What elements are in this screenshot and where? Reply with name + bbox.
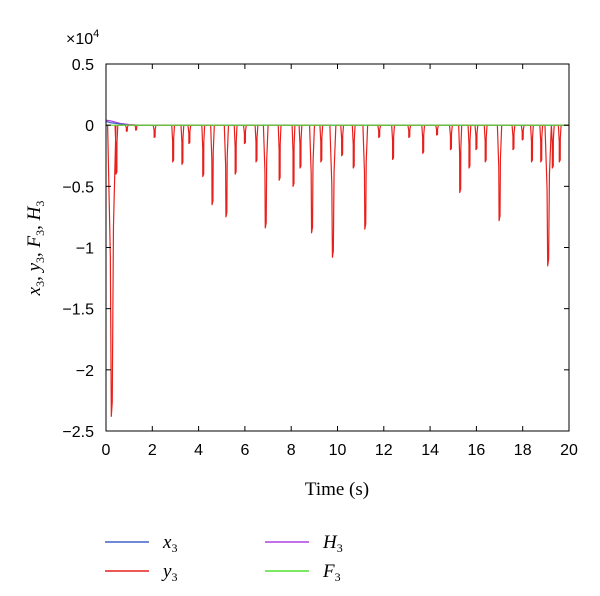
legend-label-x3: x3 [162,532,177,555]
y-tick-label: −0.5 [62,179,94,196]
series-line-H3 [106,119,569,126]
y-axis-label: x3, y3, F3, H3 [24,201,47,297]
y-tick-label: −2 [76,363,94,380]
series-line-y3 [106,124,569,417]
plot-frame [105,63,570,432]
x-tick-label: 10 [329,442,347,459]
x-tick-label: 8 [287,442,296,459]
x-tick-label: 0 [102,442,111,459]
legend-label-H3: H3 [322,532,343,555]
legend: x3 y3 H3 F3 [105,532,343,584]
x-tick-label: 18 [514,442,532,459]
y-tick-label: −1 [76,241,94,258]
x-tick-label: 20 [560,442,578,459]
legend-label-y3: y3 [161,561,177,584]
x-tick-label: 14 [421,442,439,459]
y-tick-label: −1.5 [62,302,94,319]
x-tick-label: 4 [194,442,203,459]
y-multiplier-base: ×10 [66,31,93,48]
x-tick-label: 12 [375,442,393,459]
x-tick-label: 6 [240,442,249,459]
y-tick-label: −2.5 [62,424,94,441]
x-axis-label: Time (s) [305,479,369,500]
y-tick-label: 0 [85,118,94,135]
series-layer [106,119,569,417]
y-multiplier-label: ×104 [66,28,99,48]
legend-label-F3: F3 [322,561,341,584]
y-axis-label-group: x3, y3, F3, H3 [24,201,47,297]
ticks-layer: 0 2 4 6 8 10 12 14 16 18 20 0.5 0 −0.5 −1 −1.5 −2 −2.5 [62,57,578,459]
x-tick-label: 16 [468,442,486,459]
x-tick-label: 2 [148,442,157,459]
y-multiplier-exponent: 4 [93,28,99,40]
y-tick-label: 0.5 [72,57,94,74]
